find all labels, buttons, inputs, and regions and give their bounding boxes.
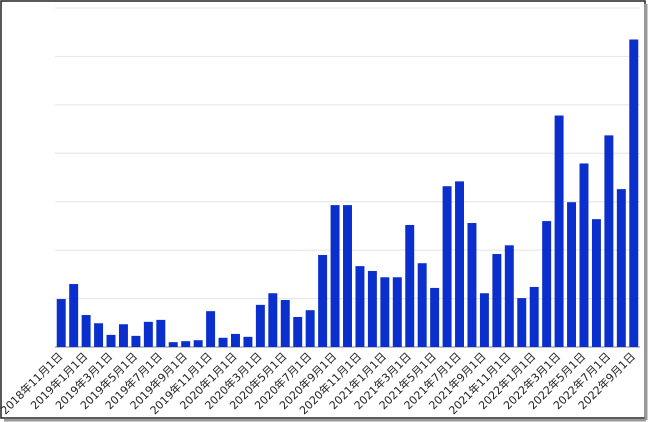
bar [181,341,191,347]
bar [305,310,315,347]
bar [517,298,527,347]
bar [604,135,614,347]
bar [629,39,639,347]
bar [243,336,253,347]
bar [529,286,539,347]
bar [579,163,589,347]
bar [156,319,166,347]
bar [131,335,141,347]
bar [94,323,104,347]
bar [81,315,91,347]
bar [392,277,402,347]
bar [118,324,128,347]
bar [554,115,564,347]
bar [367,270,377,347]
bar [230,333,240,347]
bar [218,337,228,347]
bar [405,224,415,347]
bar [280,300,290,347]
bar [255,304,265,347]
bar [69,284,79,347]
bar [143,321,153,347]
bar [106,334,116,347]
bar [591,219,601,347]
bar [318,254,328,347]
bar [168,342,178,347]
bar [616,189,626,347]
bar [467,223,477,347]
bar [492,254,502,347]
bar [479,293,489,347]
bar [455,181,465,347]
bar [430,287,440,347]
bar [504,245,514,347]
bar [380,277,390,347]
bar [206,311,216,347]
bar [293,316,303,347]
bar [343,205,352,347]
bar [268,293,278,347]
bar [193,340,203,347]
bar [355,266,365,347]
bar [567,202,577,347]
bar [417,263,427,347]
bar [542,221,552,347]
bar [330,205,340,347]
bar [56,299,66,347]
bar [442,186,452,347]
